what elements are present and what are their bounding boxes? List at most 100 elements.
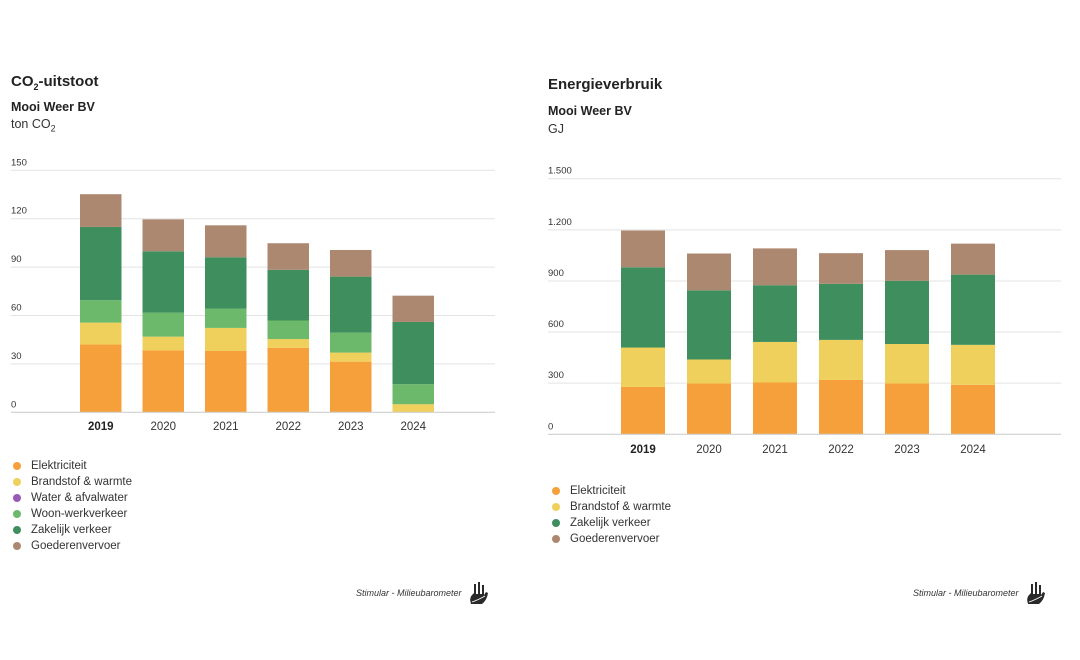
bar-segment-zakelijk-verkeer-2020[interactable]	[687, 290, 731, 360]
x-tick-label: 2022	[275, 421, 301, 433]
bar-segment-elektriciteit-2022[interactable]	[267, 347, 310, 413]
y-tick-label: 30	[11, 351, 22, 362]
x-tick-label: 2019	[630, 444, 656, 456]
bar-segment-elektriciteit-2020[interactable]	[687, 383, 731, 435]
stimular-hand-logo-icon	[1026, 582, 1045, 604]
bar-segment-zakelijk-verkeer-2023[interactable]	[330, 276, 372, 333]
legend-label: Woon-werkverkeer	[31, 508, 128, 520]
legend-item-woon-werkverkeer[interactable]: Woon-werkverkeer	[13, 506, 132, 522]
bar-segment-zakelijk-verkeer-2022[interactable]	[267, 269, 310, 321]
bar-segment-brandstof-warmte-2021[interactable]	[753, 341, 797, 383]
legend-dot-icon	[13, 526, 21, 534]
x-tick-label: 2019	[88, 421, 114, 433]
bar-segment-goederenvervoer-2021[interactable]	[753, 248, 797, 286]
bar-segment-goederenvervoer-2023[interactable]	[885, 250, 929, 281]
bar-segment-brandstof-warmte-2022[interactable]	[819, 339, 863, 380]
legend-label: Goederenvervoer	[31, 540, 121, 552]
chart-subtitle: Mooi Weer BV	[11, 100, 95, 114]
bar-segment-brandstof-warmte-2023[interactable]	[330, 352, 372, 362]
legend-label: Brandstof & warmte	[31, 476, 132, 488]
bar-segment-goederenvervoer-2021[interactable]	[205, 225, 247, 258]
bar-segment-woon-werkverkeer-2020[interactable]	[142, 312, 185, 337]
legend-label: Goederenvervoer	[570, 533, 660, 545]
legend-item-goederenvervoer[interactable]: Goederenvervoer	[552, 531, 671, 547]
bar-segment-zakelijk-verkeer-2021[interactable]	[205, 257, 247, 309]
bar-segment-goederenvervoer-2023[interactable]	[330, 249, 372, 277]
y-tick-label: 120	[11, 206, 27, 217]
legend-item-brandstof-warmte[interactable]: Brandstof & warmte	[552, 499, 671, 515]
bar-segment-zakelijk-verkeer-2019[interactable]	[621, 267, 665, 348]
bar-segment-brandstof-warmte-2019[interactable]	[80, 322, 122, 345]
bar-segment-goederenvervoer-2022[interactable]	[819, 253, 863, 284]
bar-segment-zakelijk-verkeer-2022[interactable]	[819, 283, 863, 340]
legend-item-water-afvalwater[interactable]: Water & afvalwater	[13, 490, 132, 506]
legend-dot-icon	[552, 519, 560, 527]
legend-item-zakelijk-verkeer[interactable]: Zakelijk verkeer	[13, 522, 132, 538]
bar-segment-brandstof-warmte-2020[interactable]	[142, 336, 185, 351]
bar-segment-zakelijk-verkeer-2020[interactable]	[142, 251, 185, 313]
bar-segment-zakelijk-verkeer-2024[interactable]	[392, 321, 435, 385]
bar-segment-zakelijk-verkeer-2019[interactable]	[80, 226, 122, 301]
y-tick-label: 900	[548, 268, 564, 279]
bar-segment-woon-werkverkeer-2021[interactable]	[205, 308, 247, 328]
bar-segment-elektriciteit-2023[interactable]	[330, 361, 372, 413]
bar-segment-brandstof-warmte-2019[interactable]	[621, 347, 665, 387]
footer-text: Stimular - Milieubarometer	[356, 588, 462, 598]
bar-segment-zakelijk-verkeer-2023[interactable]	[885, 280, 929, 344]
y-tick-label: 150	[11, 157, 27, 168]
bar-segment-brandstof-warmte-2022[interactable]	[267, 339, 310, 348]
bar-segment-goederenvervoer-2024[interactable]	[392, 295, 435, 322]
legend-item-elektriciteit[interactable]: Elektriciteit	[552, 483, 671, 499]
stimular-hand-logo-icon	[469, 582, 488, 604]
bar-segment-brandstof-warmte-2020[interactable]	[687, 359, 731, 384]
legend-dot-icon	[552, 535, 560, 543]
legend-dot-icon	[13, 478, 21, 486]
y-tick-label: 300	[548, 370, 564, 381]
bar-segment-brandstof-warmte-2021[interactable]	[205, 327, 247, 351]
bar-segment-woon-werkverkeer-2023[interactable]	[330, 332, 372, 353]
bar-segment-brandstof-warmte-2024[interactable]	[392, 404, 435, 413]
bar-segment-elektriciteit-2020[interactable]	[142, 350, 185, 413]
bar-segment-elektriciteit-2021[interactable]	[205, 350, 247, 413]
bar-segment-zakelijk-verkeer-2024[interactable]	[951, 274, 995, 345]
chart-unit: ton CO2	[11, 117, 56, 134]
bar-segment-elektriciteit-2019[interactable]	[621, 386, 665, 435]
bar-segment-brandstof-warmte-2023[interactable]	[885, 343, 929, 384]
x-tick-label: 2022	[828, 444, 854, 456]
bar-segment-goederenvervoer-2019[interactable]	[621, 230, 665, 268]
legend-label: Elektriciteit	[31, 460, 87, 472]
legend-dot-icon	[13, 510, 21, 518]
bar-segment-woon-werkverkeer-2019[interactable]	[80, 300, 122, 323]
chart-title: Energieverbruik	[548, 76, 663, 93]
bar-segment-goederenvervoer-2019[interactable]	[80, 194, 122, 227]
y-tick-label: 0	[11, 399, 16, 410]
bar-segment-goederenvervoer-2024[interactable]	[951, 243, 995, 275]
bar-segment-woon-werkverkeer-2024[interactable]	[392, 384, 435, 405]
energy-panel: Energieverbruik Mooi Weer BV GJ 0 300 600 9…	[540, 0, 1080, 660]
x-tick-label: 2020	[696, 444, 722, 456]
y-tick-label: 1.500	[548, 166, 572, 177]
x-tick-label: 2021	[762, 444, 788, 456]
bar-segment-brandstof-warmte-2024[interactable]	[951, 344, 995, 385]
bar-segment-goederenvervoer-2020[interactable]	[142, 219, 185, 252]
bar-segment-elektriciteit-2019[interactable]	[80, 344, 122, 413]
legend-item-goederenvervoer[interactable]: Goederenvervoer	[13, 538, 132, 554]
bar-segment-elektriciteit-2022[interactable]	[819, 379, 863, 435]
x-tick-label: 2020	[150, 421, 176, 433]
legend-item-brandstof-warmte[interactable]: Brandstof & warmte	[13, 474, 132, 490]
chart-title: CO2-uitstoot	[11, 73, 99, 92]
bar-segment-woon-werkverkeer-2022[interactable]	[267, 320, 310, 340]
bar-segment-goederenvervoer-2022[interactable]	[267, 243, 310, 270]
bar-segment-goederenvervoer-2020[interactable]	[687, 253, 731, 291]
x-tick-label: 2024	[400, 421, 426, 433]
bar-segment-elektriciteit-2024[interactable]	[951, 384, 995, 435]
chart-unit: GJ	[548, 122, 564, 136]
bar-segment-zakelijk-verkeer-2021[interactable]	[753, 285, 797, 342]
bar-segment-elektriciteit-2021[interactable]	[753, 382, 797, 435]
y-tick-label: 1.200	[548, 217, 572, 228]
legend-item-zakelijk-verkeer[interactable]: Zakelijk verkeer	[552, 515, 671, 531]
footer-text: Stimular - Milieubarometer	[913, 588, 1019, 598]
legend-dot-icon	[552, 503, 560, 511]
legend-item-elektriciteit[interactable]: Elektriciteit	[13, 458, 132, 474]
bar-segment-elektriciteit-2023[interactable]	[885, 383, 929, 435]
